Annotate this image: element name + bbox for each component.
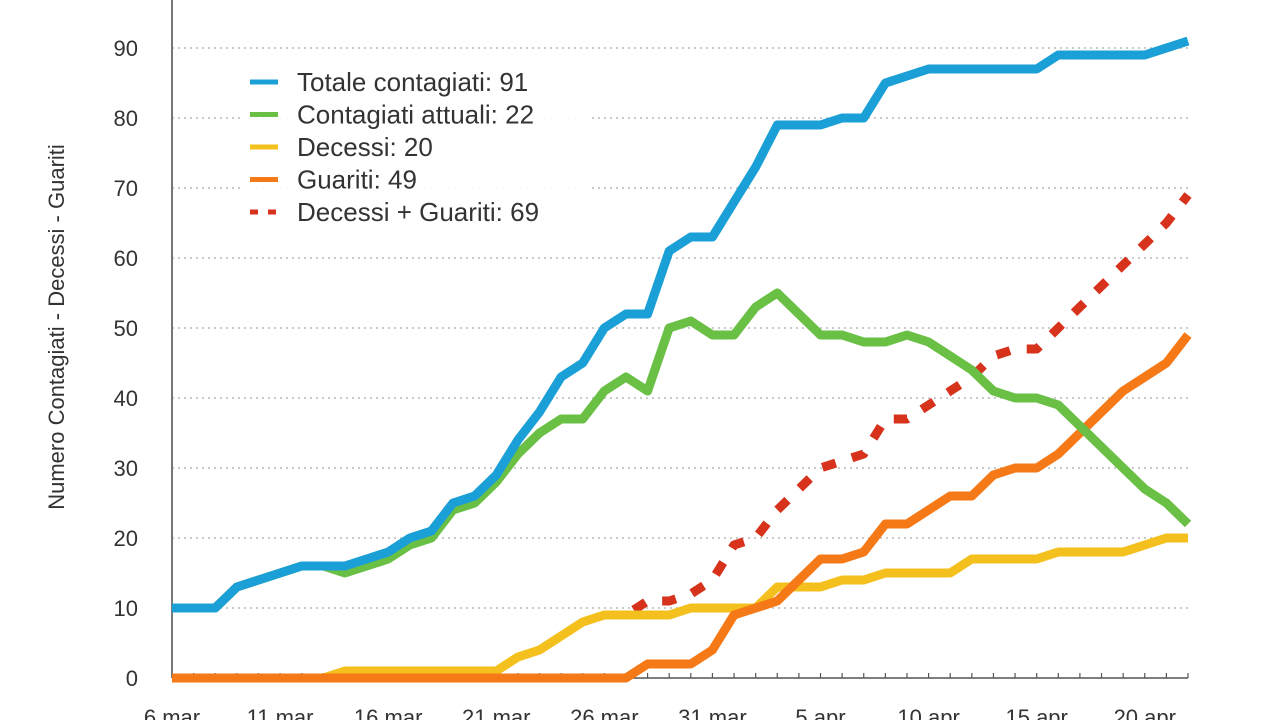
y-tick-label: 70 (114, 176, 138, 201)
series-line-guariti (172, 332, 1192, 683)
x-tick-label: 31 mar (678, 705, 746, 720)
y-tick-label: 80 (114, 106, 138, 131)
x-tick-label: 11 mar (247, 705, 314, 720)
series-lines (172, 36, 1192, 683)
series-line-contagiati-attuali (172, 288, 1192, 613)
legend-label: Contagiati attuali: 22 (297, 100, 534, 130)
x-tick-label: 10 apr (897, 705, 959, 720)
y-axis-title: Numero Contagiati - Decessi - Guariti (44, 144, 69, 510)
series-line-decessi (172, 533, 1188, 683)
x-tick-label: 21 mar (462, 705, 530, 720)
x-tick-label: 20 apr (1114, 705, 1176, 720)
legend-background (240, 60, 590, 232)
legend-label: Decessi + Guariti: 69 (297, 197, 539, 227)
legend-label: Totale contagiati: 91 (297, 67, 528, 97)
y-tick-label: 90 (114, 36, 138, 61)
y-tick-label: 0 (126, 666, 138, 691)
x-tick-label: 5 apr (795, 705, 845, 720)
y-axis-ticks: 0 10 20 30 40 50 60 70 80 90 (114, 36, 138, 691)
x-tick-label: 16 mar (354, 705, 422, 720)
x-tick-label: 26 mar (570, 705, 638, 720)
x-tick-label: 15 apr (1005, 705, 1067, 720)
y-tick-label: 20 (114, 526, 138, 551)
series-line-totale-contagiati (172, 36, 1190, 613)
y-tick-label: 30 (114, 456, 138, 481)
x-tick-label: 6 mar (144, 705, 200, 720)
y-tick-label: 60 (114, 246, 138, 271)
y-tick-label: 50 (114, 316, 138, 341)
legend-label: Guariti: 49 (297, 165, 417, 195)
y-tick-label: 40 (114, 386, 138, 411)
y-tick-label: 10 (114, 596, 138, 621)
series-line-decessi-guariti (604, 192, 1192, 620)
legend-label: Decessi: 20 (297, 132, 433, 162)
